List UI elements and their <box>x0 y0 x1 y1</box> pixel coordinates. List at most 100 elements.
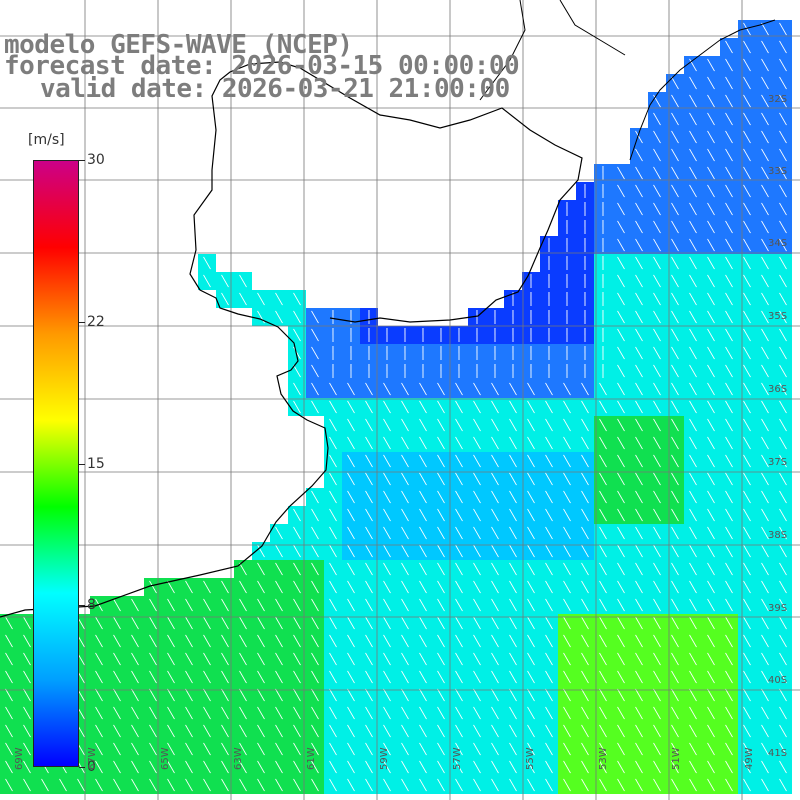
wind-arrow <box>779 634 787 648</box>
wind-arrow <box>635 148 643 162</box>
wind-arrow <box>203 274 211 288</box>
wind-arrow <box>581 508 589 522</box>
wind-arrow <box>347 616 355 630</box>
wind-arrow <box>653 706 661 720</box>
wind-arrow <box>617 526 625 540</box>
wind-arrow <box>401 688 409 702</box>
wind-arrow <box>473 580 481 594</box>
wind-arrow <box>581 724 589 738</box>
wind-arrow <box>707 328 715 342</box>
wind-arrow <box>239 598 247 612</box>
wind-arrow <box>329 508 337 522</box>
wind-arrow <box>149 742 157 756</box>
wind-arrow <box>671 724 679 738</box>
wind-arrow <box>293 652 301 666</box>
wind-arrow <box>635 256 643 270</box>
wind-arrow <box>203 634 211 648</box>
wind-arrow <box>311 634 319 648</box>
wind-arrow <box>419 454 427 468</box>
wind-arrow <box>653 328 661 342</box>
wind-arrow <box>743 490 751 504</box>
wind-arrow <box>455 634 463 648</box>
wind-arrow <box>401 382 409 396</box>
wind-arrow <box>239 562 247 576</box>
wind-arrow <box>671 76 679 90</box>
wind-arrow <box>635 310 643 324</box>
wind-arrow <box>455 454 463 468</box>
wind-arrow <box>275 526 283 540</box>
wind-arrow <box>419 652 427 666</box>
wind-arrow <box>545 742 553 756</box>
wind-arrow <box>725 292 733 306</box>
wind-arrow <box>383 706 391 720</box>
wind-arrow <box>779 292 787 306</box>
wind-arrow <box>275 742 283 756</box>
wind-arrow <box>401 706 409 720</box>
wind-arrow <box>275 652 283 666</box>
wind-arrow <box>131 616 139 630</box>
wind-arrow <box>779 94 787 108</box>
wind-arrow <box>473 742 481 756</box>
wind-arrow <box>779 562 787 576</box>
wind-arrow <box>473 454 481 468</box>
wind-arrow <box>5 760 13 774</box>
wind-arrow <box>653 544 661 558</box>
wind-arrow <box>635 778 643 792</box>
wind-arrow <box>167 778 175 792</box>
wind-arrow <box>761 202 769 216</box>
wind-arrow <box>473 598 481 612</box>
wind-arrow <box>257 688 265 702</box>
wind-arrow <box>329 778 337 792</box>
wind-arrow <box>473 724 481 738</box>
wind-arrow <box>509 616 517 630</box>
wind-arrow <box>707 760 715 774</box>
wind-arrow <box>113 652 121 666</box>
wind-arrow <box>689 670 697 684</box>
wind-arrow <box>185 688 193 702</box>
wind-arrow <box>725 40 733 54</box>
wind-arrow <box>653 454 661 468</box>
wind-arrow <box>293 562 301 576</box>
wind-arrow <box>635 706 643 720</box>
wind-arrow <box>563 562 571 576</box>
wind-arrow <box>563 652 571 666</box>
wind-arrow <box>653 436 661 450</box>
wind-arrow <box>419 598 427 612</box>
wind-arrow <box>707 490 715 504</box>
wind-arrow <box>311 526 319 540</box>
wind-arrow <box>419 526 427 540</box>
wind-arrow <box>437 580 445 594</box>
wind-arrow <box>23 742 31 756</box>
wind-arrow <box>437 760 445 774</box>
wind-arrow <box>329 400 337 414</box>
wind-arrow <box>437 652 445 666</box>
wind-arrow <box>581 526 589 540</box>
wind-arrow <box>473 508 481 522</box>
wind-arrow <box>149 706 157 720</box>
wind-arrow <box>689 706 697 720</box>
wind-arrow <box>779 616 787 630</box>
wind-arrow <box>779 130 787 144</box>
wind-arrow <box>293 670 301 684</box>
border-line-inland <box>479 0 626 101</box>
wind-arrow <box>725 490 733 504</box>
wind-arrow <box>437 724 445 738</box>
wind-arrow <box>401 652 409 666</box>
wind-arrow <box>743 58 751 72</box>
wind-arrow <box>689 328 697 342</box>
wind-arrow <box>671 634 679 648</box>
wind-arrow <box>347 436 355 450</box>
wind-arrow <box>491 760 499 774</box>
wind-arrow <box>581 706 589 720</box>
wind-arrow <box>419 724 427 738</box>
wind-arrow <box>311 742 319 756</box>
wind-arrow <box>491 526 499 540</box>
wind-arrow <box>95 616 103 630</box>
wind-arrow <box>617 418 625 432</box>
wind-arrow <box>689 94 697 108</box>
wind-arrow <box>671 616 679 630</box>
wind-arrow <box>635 598 643 612</box>
wind-arrow <box>257 742 265 756</box>
wind-arrow <box>185 778 193 792</box>
wind-arrow <box>779 202 787 216</box>
